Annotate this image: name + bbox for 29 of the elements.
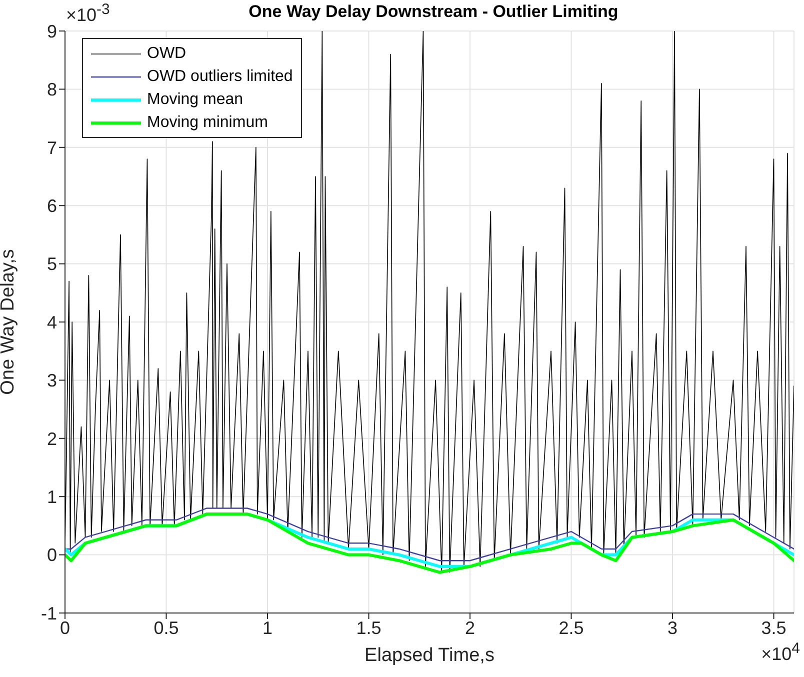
x-tick-label: 3.5	[761, 618, 786, 638]
y-tick-label: 8	[46, 80, 57, 100]
legend-label: Moving mean	[147, 90, 244, 108]
x-tick-label: 1	[262, 618, 273, 638]
x-axis-title: Elapsed Time,s	[364, 645, 494, 666]
x-tick-label: 0.5	[154, 618, 179, 638]
legend-label: Moving minimum	[147, 114, 268, 132]
legend-label: OWD	[147, 44, 186, 62]
y-tick-label: -1	[40, 603, 57, 624]
line-series	[65, 508, 794, 562]
y-tick-label: 4	[46, 312, 57, 332]
x-tick-label: 1.5	[356, 618, 382, 638]
y-tick-label: 7	[46, 138, 57, 158]
x-tick-label: 0	[60, 618, 70, 638]
x-tick-label: 2.5	[558, 618, 584, 638]
legend-label: OWD outliers limited	[147, 68, 293, 86]
y-tick-label: 0	[46, 545, 57, 566]
chart-title: One Way Delay Downstream - Outlier Limiting	[248, 2, 618, 21]
y-axis-title: One Way Delay,s	[0, 249, 19, 395]
y-tick-label: 9	[46, 21, 57, 42]
y-tick-label: 6	[46, 196, 57, 216]
text: ×10$^{-3}$	[66, 1, 110, 26]
y-tick-label: 2	[46, 428, 57, 449]
x-tick-label: 2	[464, 618, 476, 638]
y-tick-label: 5	[46, 254, 57, 274]
x-tick-label: 3	[667, 618, 678, 638]
y-tick-label: 3	[46, 370, 57, 391]
text: ×10$^{4}$	[761, 640, 800, 665]
y-tick-label: 1	[46, 486, 57, 507]
